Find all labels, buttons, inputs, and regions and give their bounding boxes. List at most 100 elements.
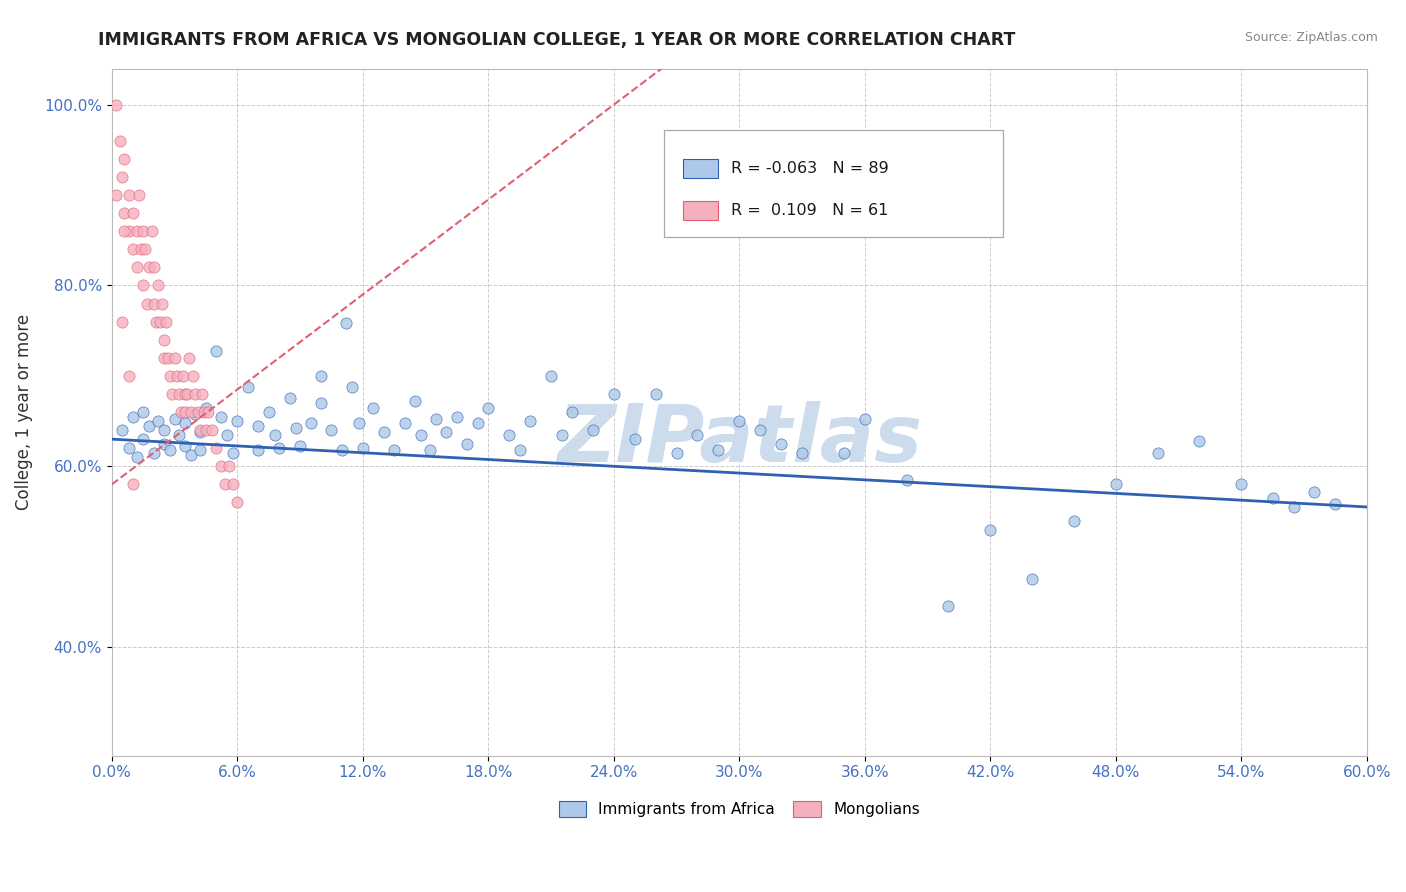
Point bbox=[111, 423, 134, 437]
Point bbox=[411, 427, 433, 442]
Point bbox=[191, 387, 214, 401]
Point bbox=[125, 260, 148, 275]
Point bbox=[129, 243, 152, 257]
Point bbox=[222, 446, 245, 460]
Point bbox=[284, 421, 307, 435]
Point bbox=[180, 449, 202, 463]
Point bbox=[180, 405, 202, 419]
Point bbox=[382, 442, 405, 457]
Point bbox=[1021, 572, 1043, 586]
Y-axis label: College, 1 year or more: College, 1 year or more bbox=[15, 314, 32, 510]
Point bbox=[105, 97, 128, 112]
Point bbox=[159, 368, 181, 383]
Point bbox=[187, 405, 209, 419]
Point bbox=[194, 401, 217, 415]
Point bbox=[509, 442, 531, 457]
Point bbox=[112, 152, 135, 166]
Point bbox=[226, 414, 249, 428]
Point bbox=[170, 405, 193, 419]
Point bbox=[278, 392, 301, 406]
Point bbox=[603, 387, 626, 401]
Point bbox=[352, 441, 374, 455]
Point bbox=[134, 243, 156, 257]
Point bbox=[153, 423, 176, 437]
Point bbox=[117, 224, 139, 238]
Point bbox=[832, 446, 855, 460]
Point bbox=[142, 446, 165, 460]
Point bbox=[138, 260, 160, 275]
Point bbox=[456, 436, 478, 450]
Bar bbox=[683, 159, 718, 178]
Point bbox=[1303, 484, 1326, 499]
Point bbox=[686, 427, 709, 442]
Point bbox=[205, 441, 228, 455]
Point bbox=[117, 368, 139, 383]
Point bbox=[226, 495, 249, 509]
Point bbox=[132, 432, 155, 446]
Point bbox=[404, 394, 426, 409]
Point bbox=[373, 425, 395, 439]
Point bbox=[257, 405, 280, 419]
Point bbox=[1324, 497, 1347, 511]
Point bbox=[163, 351, 186, 365]
Bar bbox=[683, 201, 718, 220]
Point bbox=[979, 523, 1001, 537]
Point bbox=[141, 224, 163, 238]
Point bbox=[142, 296, 165, 310]
Point bbox=[561, 405, 583, 419]
Point bbox=[145, 315, 167, 329]
Point bbox=[665, 446, 688, 460]
Point bbox=[188, 425, 211, 439]
Point bbox=[623, 432, 645, 446]
Point bbox=[540, 368, 562, 383]
Point bbox=[172, 368, 194, 383]
Point bbox=[477, 401, 499, 415]
Point bbox=[176, 387, 198, 401]
Point bbox=[193, 405, 215, 419]
Point bbox=[167, 387, 190, 401]
Point bbox=[222, 477, 245, 491]
Point bbox=[214, 477, 236, 491]
Legend: Immigrants from Africa, Mongolians: Immigrants from Africa, Mongolians bbox=[553, 795, 927, 823]
Point bbox=[446, 409, 468, 424]
Point bbox=[112, 206, 135, 220]
Point bbox=[288, 439, 311, 453]
Point bbox=[112, 224, 135, 238]
Point bbox=[1063, 514, 1085, 528]
Point bbox=[146, 414, 169, 428]
Point bbox=[218, 459, 240, 474]
Point bbox=[188, 423, 211, 437]
Point bbox=[150, 296, 173, 310]
Text: ZIPatlas: ZIPatlas bbox=[557, 401, 922, 478]
Point bbox=[132, 278, 155, 293]
Point bbox=[938, 599, 960, 614]
Point bbox=[342, 380, 364, 394]
Point bbox=[749, 423, 772, 437]
Point bbox=[138, 418, 160, 433]
Point bbox=[197, 405, 219, 419]
Point bbox=[183, 368, 205, 383]
Point bbox=[117, 441, 139, 455]
Point bbox=[153, 351, 176, 365]
Point bbox=[117, 188, 139, 202]
FancyBboxPatch shape bbox=[664, 130, 1002, 237]
Point bbox=[149, 315, 172, 329]
Point bbox=[174, 387, 197, 401]
Text: R = -0.063   N = 89: R = -0.063 N = 89 bbox=[731, 161, 889, 176]
Point bbox=[194, 423, 217, 437]
Point bbox=[153, 436, 176, 450]
Point bbox=[896, 473, 918, 487]
Point bbox=[159, 442, 181, 457]
Point bbox=[121, 243, 143, 257]
Point bbox=[707, 442, 730, 457]
Point bbox=[321, 423, 343, 437]
Point bbox=[1105, 477, 1128, 491]
Point bbox=[728, 414, 751, 428]
Point bbox=[136, 296, 159, 310]
Point bbox=[166, 368, 188, 383]
Point bbox=[247, 442, 270, 457]
Point bbox=[121, 206, 143, 220]
Point bbox=[498, 427, 520, 442]
Point bbox=[125, 224, 148, 238]
Point bbox=[132, 224, 155, 238]
